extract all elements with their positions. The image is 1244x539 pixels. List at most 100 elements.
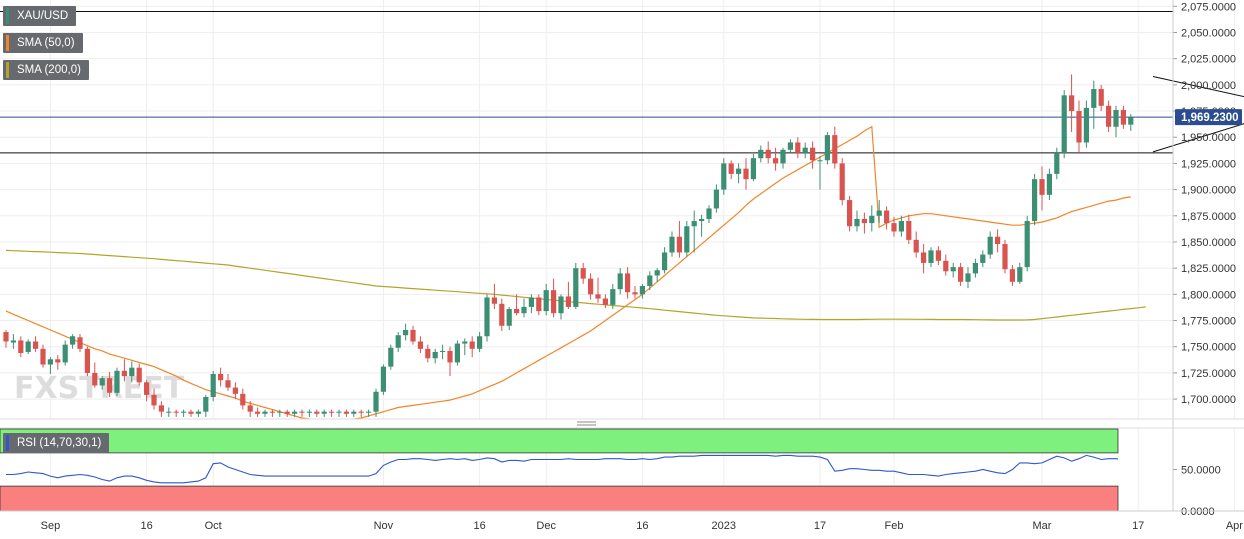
y-axis-tick-label: 1,850.0000 xyxy=(1181,237,1236,249)
candle xyxy=(854,210,860,232)
candle-body xyxy=(1076,111,1082,143)
candle xyxy=(802,142,808,159)
legend-sma50[interactable]: SMA (50,0) xyxy=(3,33,83,53)
candle-body xyxy=(99,378,105,386)
candle-body xyxy=(262,411,268,414)
candle xyxy=(669,231,675,257)
candle xyxy=(1054,147,1060,180)
candle xyxy=(329,409,335,417)
candle-body xyxy=(1120,109,1126,125)
x-axis-tick-label: Nov xyxy=(374,520,394,532)
candle xyxy=(247,401,253,417)
candle-body xyxy=(773,158,779,164)
candle-body xyxy=(743,168,749,180)
candle xyxy=(536,294,542,316)
candle xyxy=(292,409,298,417)
candle xyxy=(861,212,867,234)
candle xyxy=(1017,262,1023,284)
candle-body xyxy=(277,411,283,413)
candle-body xyxy=(891,223,897,232)
candle xyxy=(40,344,46,368)
candle-body xyxy=(1061,95,1067,153)
legend-price[interactable]: XAU/USD xyxy=(3,6,77,26)
candle xyxy=(188,409,194,417)
candle-body xyxy=(47,359,53,365)
x-axis-tick-label: Apr xyxy=(1226,520,1243,532)
candle-body xyxy=(965,273,971,282)
candle xyxy=(773,147,779,171)
legend-price-label: XAU/USD xyxy=(17,10,69,22)
candle-body xyxy=(536,297,542,312)
candle-body xyxy=(736,168,742,174)
candle-body xyxy=(625,273,631,293)
candle-body xyxy=(40,348,46,365)
candle-body xyxy=(454,343,460,363)
pane-divider-handle[interactable] xyxy=(577,421,596,426)
candle xyxy=(432,348,438,364)
candle xyxy=(395,332,401,352)
x-axis-tick-label: 17 xyxy=(1132,520,1144,532)
candle-body xyxy=(884,210,890,224)
candle xyxy=(898,215,904,237)
candle xyxy=(839,158,845,206)
candle xyxy=(684,221,690,257)
candle xyxy=(440,344,446,360)
candle xyxy=(1061,90,1067,159)
candle-body xyxy=(336,411,342,413)
candle-body xyxy=(1128,117,1134,125)
candle-body xyxy=(10,340,16,343)
candle xyxy=(232,382,238,400)
rsi-series xyxy=(6,454,1118,484)
candle-body xyxy=(1054,152,1060,174)
candle xyxy=(884,206,890,230)
candle-body xyxy=(580,268,586,279)
legend-sma200[interactable]: SMA (200,0) xyxy=(3,60,89,80)
candle xyxy=(218,367,224,387)
candle-body xyxy=(921,252,927,263)
candle-body xyxy=(913,239,919,253)
price-tag-background xyxy=(1175,109,1242,126)
candle-body xyxy=(55,359,61,363)
candle-body xyxy=(292,411,298,414)
candle xyxy=(758,145,764,163)
candle-body xyxy=(321,411,327,414)
rsi-overbought-zone xyxy=(0,428,1119,454)
candle-body xyxy=(388,347,394,367)
candle xyxy=(70,334,76,349)
candle-body xyxy=(358,411,364,413)
candle-body xyxy=(980,254,986,263)
candle xyxy=(750,153,756,182)
y-axis-tick-label: 1,900.0000 xyxy=(1181,185,1236,197)
candle-body xyxy=(972,262,978,274)
x-axis-tick-label: 16 xyxy=(140,520,152,532)
candle-body xyxy=(499,303,505,326)
candle xyxy=(765,141,771,164)
candle xyxy=(847,195,853,232)
legend-rsi[interactable]: RSI (14,70,30,1) xyxy=(3,433,110,453)
candle xyxy=(721,158,727,195)
candle-body xyxy=(314,411,320,414)
candle-body xyxy=(151,394,157,406)
candle xyxy=(388,344,394,370)
candle-body xyxy=(617,273,623,290)
candle-body xyxy=(795,142,801,153)
rsi-axis: 0.0000 50.0000 xyxy=(1173,465,1221,518)
candle-body xyxy=(255,411,261,414)
candle-body xyxy=(506,309,512,326)
candle xyxy=(3,329,9,348)
candle-body xyxy=(551,290,557,314)
legend-rsi-label: RSI (14,70,30,1) xyxy=(17,437,102,449)
candle xyxy=(965,267,971,289)
candle-body xyxy=(136,367,142,383)
candle-body xyxy=(950,267,956,272)
candle-body xyxy=(425,348,431,359)
candle-body xyxy=(854,218,860,227)
candle-body xyxy=(610,289,616,305)
candle-body xyxy=(632,292,638,295)
candle-body xyxy=(565,296,571,307)
current-price-tag: 1,969.2300 xyxy=(1175,109,1242,126)
candle xyxy=(662,247,668,274)
candle-body xyxy=(491,297,497,304)
candle xyxy=(691,210,697,253)
candle-body xyxy=(329,411,335,413)
